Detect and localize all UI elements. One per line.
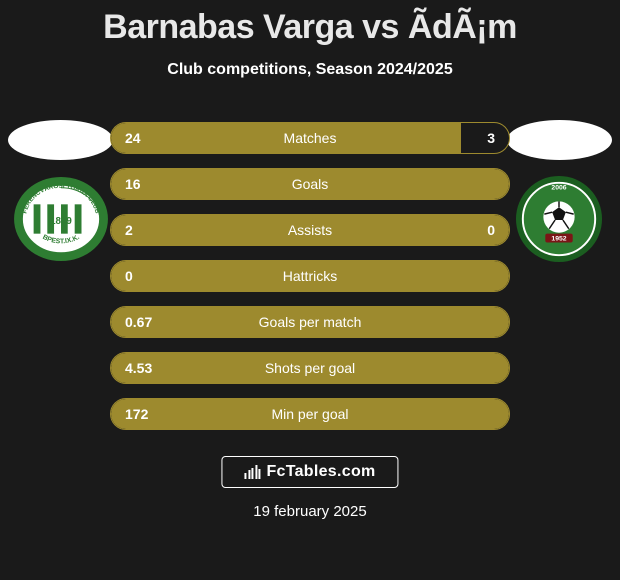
stat-bars: 24Matches316Goals2Assists00Hattricks0.67…: [110, 122, 510, 430]
stat-label: Min per goal: [111, 406, 509, 422]
brand-badge: FcTables.com: [221, 456, 398, 488]
stat-value-right: 3: [487, 130, 495, 146]
club-right-year-bottom: 1952: [551, 236, 566, 243]
date-text: 19 february 2025: [0, 503, 620, 520]
club-right-year-top: 2006: [551, 185, 566, 192]
stat-bar: 2Assists0: [110, 214, 510, 246]
stat-bar: 24Matches3: [110, 122, 510, 154]
page-title: Barnabas Varga vs ÃdÃ¡m: [0, 0, 620, 47]
stat-label: Assists: [111, 222, 509, 238]
stat-bar: 172Min per goal: [110, 398, 510, 430]
club-logo-left: FERENCVÁROSI TORNA CLUB BPEST.IX.K. 1899: [12, 175, 110, 263]
club-logo-right: 1952 2006: [510, 175, 608, 263]
stat-value-right: 0: [487, 222, 495, 238]
stat-label: Shots per goal: [111, 360, 509, 376]
brand-text: FcTables.com: [266, 463, 375, 481]
comparison-card: Barnabas Varga vs ÃdÃ¡m Club competition…: [0, 0, 620, 580]
stat-bar: 0Hattricks: [110, 260, 510, 292]
stat-bar: 4.53Shots per goal: [110, 352, 510, 384]
club-left-year: 1899: [50, 216, 72, 227]
stat-label: Matches: [111, 130, 509, 146]
stat-label: Hattricks: [111, 268, 509, 284]
player-avatar-right: [507, 120, 612, 160]
stat-bar: 16Goals: [110, 168, 510, 200]
brand-bars-icon: [244, 465, 260, 479]
player-avatar-left: [8, 120, 113, 160]
stat-label: Goals: [111, 176, 509, 192]
stat-bar: 0.67Goals per match: [110, 306, 510, 338]
page-subtitle: Club competitions, Season 2024/2025: [0, 61, 620, 79]
stat-label: Goals per match: [111, 314, 509, 330]
